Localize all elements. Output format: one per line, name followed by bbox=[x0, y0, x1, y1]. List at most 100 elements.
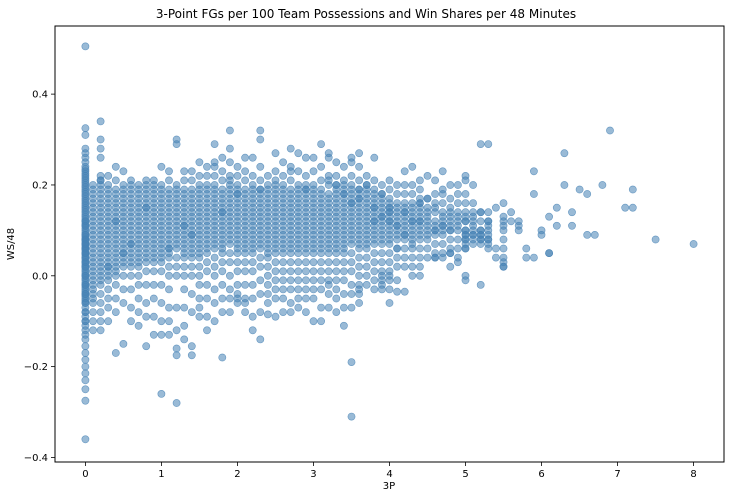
data-point bbox=[568, 221, 576, 230]
data-point bbox=[484, 217, 493, 226]
data-point bbox=[423, 253, 432, 262]
data-point bbox=[263, 299, 272, 307]
data-point bbox=[370, 276, 379, 285]
data-point bbox=[256, 308, 265, 316]
data-point bbox=[301, 294, 310, 303]
data-point bbox=[119, 339, 128, 348]
data-point bbox=[180, 285, 189, 294]
data-point bbox=[438, 221, 447, 230]
data-point bbox=[157, 280, 166, 289]
data-point bbox=[400, 230, 409, 239]
data-point bbox=[218, 308, 227, 316]
data-point bbox=[309, 258, 318, 267]
data-point bbox=[332, 181, 341, 189]
data-point bbox=[271, 276, 280, 285]
data-point bbox=[241, 249, 249, 257]
data-point bbox=[286, 267, 295, 276]
data-point bbox=[279, 249, 287, 257]
data-point bbox=[423, 171, 432, 180]
data-point bbox=[104, 303, 113, 312]
data-point bbox=[142, 342, 151, 351]
data-point bbox=[317, 285, 325, 294]
data-point bbox=[324, 249, 333, 257]
data-point bbox=[157, 162, 166, 171]
x-tick-label: 1 bbox=[158, 469, 164, 480]
data-point bbox=[225, 126, 234, 135]
data-point bbox=[530, 190, 538, 198]
data-point bbox=[590, 230, 599, 239]
data-point bbox=[415, 253, 424, 262]
data-point bbox=[157, 317, 166, 326]
data-point bbox=[203, 249, 211, 257]
data-point bbox=[157, 299, 166, 307]
data-point bbox=[81, 335, 90, 344]
data-point bbox=[81, 244, 90, 253]
data-point bbox=[195, 280, 204, 289]
data-point bbox=[355, 185, 363, 194]
data-point bbox=[89, 299, 97, 307]
data-point bbox=[415, 217, 424, 226]
data-point bbox=[172, 303, 181, 312]
data-point bbox=[393, 276, 401, 285]
data-point bbox=[324, 303, 333, 312]
x-tick-label: 3 bbox=[310, 469, 316, 480]
x-tick-label: 5 bbox=[462, 469, 468, 480]
data-point bbox=[415, 271, 424, 280]
data-point bbox=[81, 385, 90, 394]
data-point bbox=[142, 299, 151, 307]
data-point bbox=[491, 253, 500, 262]
data-point bbox=[248, 258, 257, 267]
x-axis-label: 3P bbox=[383, 481, 395, 492]
data-point bbox=[347, 358, 356, 366]
data-point bbox=[453, 190, 462, 198]
data-point bbox=[279, 308, 287, 316]
data-point bbox=[210, 140, 219, 148]
data-point bbox=[81, 369, 90, 378]
data-point bbox=[400, 287, 409, 296]
data-point bbox=[431, 240, 439, 248]
data-point bbox=[393, 262, 401, 271]
data-point bbox=[332, 308, 341, 316]
data-point bbox=[187, 230, 196, 239]
data-point bbox=[453, 235, 462, 244]
data-point bbox=[651, 235, 660, 244]
data-point bbox=[263, 253, 272, 262]
data-point bbox=[187, 290, 196, 298]
data-point bbox=[423, 235, 432, 244]
data-point bbox=[195, 312, 204, 321]
data-point bbox=[370, 267, 379, 276]
data-point bbox=[393, 221, 401, 230]
data-point bbox=[111, 217, 120, 226]
data-point bbox=[165, 285, 173, 294]
data-point bbox=[180, 271, 189, 280]
data-point bbox=[279, 171, 287, 180]
data-point bbox=[347, 267, 356, 276]
data-point bbox=[385, 208, 394, 217]
data-point bbox=[408, 271, 417, 280]
data-point bbox=[355, 299, 363, 307]
y-axis: −0.4 −0.2 0.0 0.2 0.4 bbox=[24, 90, 55, 464]
data-point bbox=[370, 217, 379, 226]
data-point bbox=[149, 330, 158, 339]
data-point bbox=[355, 244, 363, 253]
data-point bbox=[332, 258, 341, 267]
data-point bbox=[256, 176, 265, 185]
data-point bbox=[134, 308, 143, 316]
data-point bbox=[119, 262, 128, 271]
data-point bbox=[233, 171, 242, 180]
data-point bbox=[385, 271, 394, 280]
data-point bbox=[119, 271, 128, 280]
data-point bbox=[545, 212, 553, 221]
data-point bbox=[195, 158, 204, 167]
data-point bbox=[256, 185, 265, 194]
data-point bbox=[225, 240, 234, 248]
data-point bbox=[165, 253, 173, 262]
data-point bbox=[461, 276, 470, 285]
data-point bbox=[362, 181, 371, 189]
data-point bbox=[530, 253, 538, 262]
data-point bbox=[111, 176, 120, 185]
data-point bbox=[81, 221, 90, 230]
data-point bbox=[203, 267, 211, 276]
data-point bbox=[362, 253, 371, 262]
data-point bbox=[81, 131, 90, 139]
